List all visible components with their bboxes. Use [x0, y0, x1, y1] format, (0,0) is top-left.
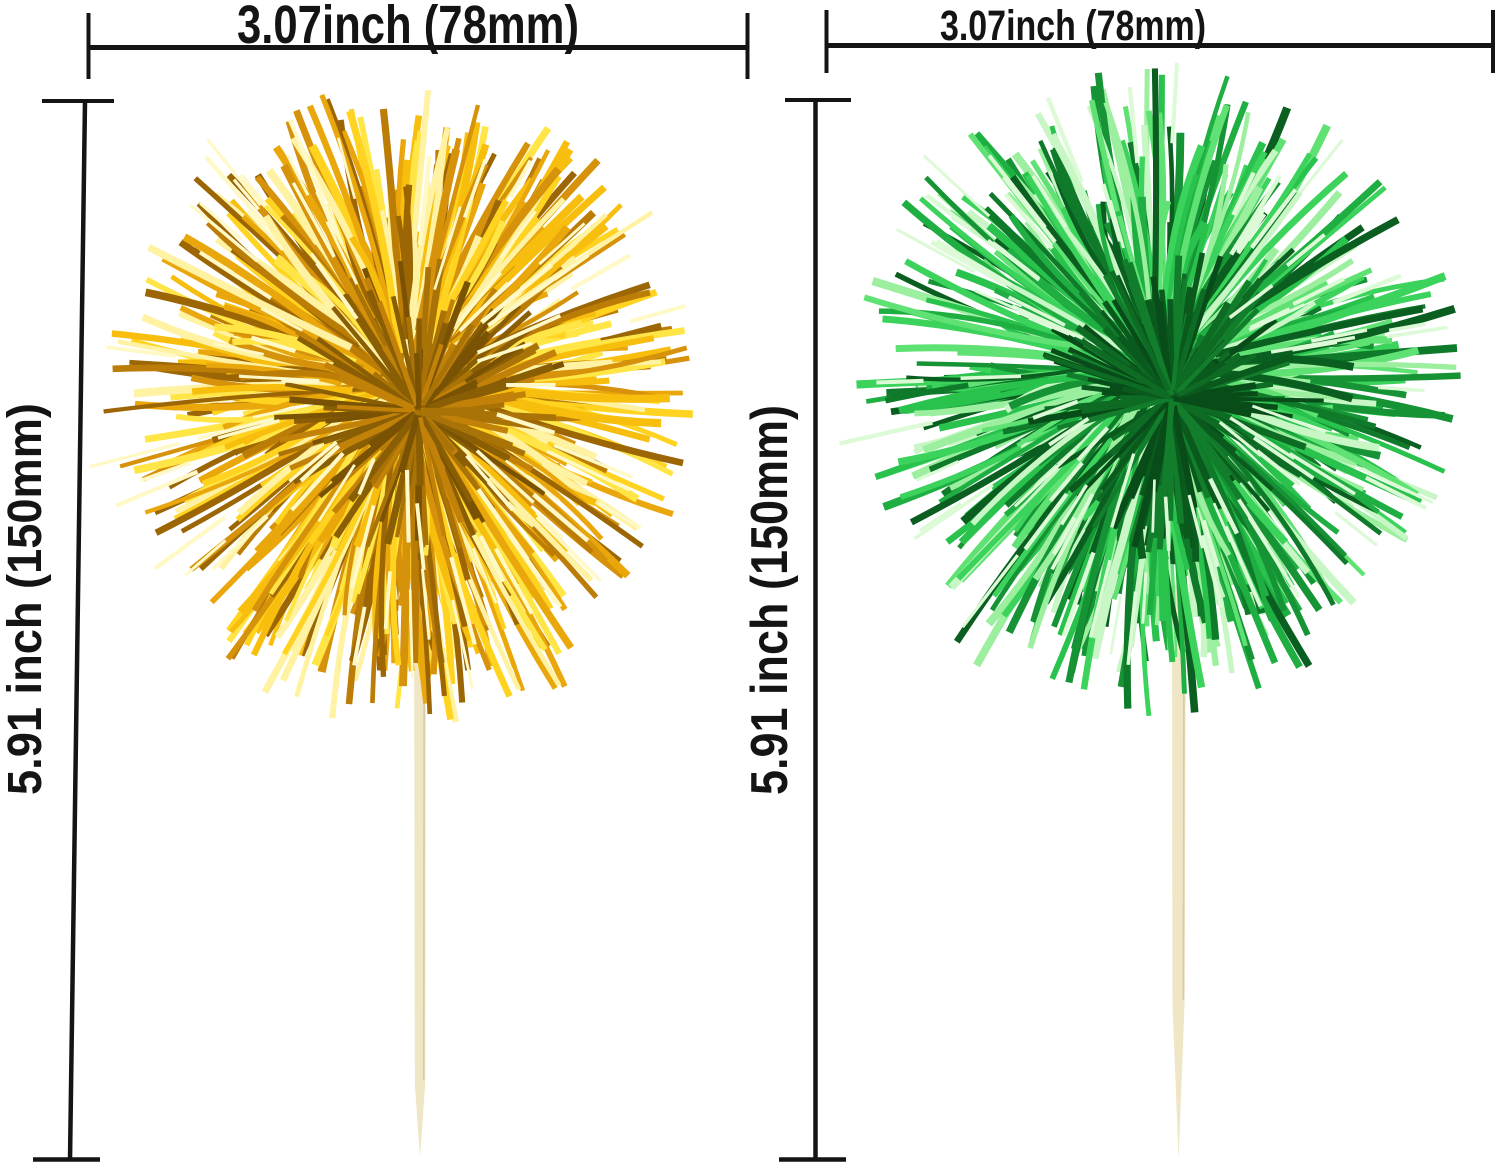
green-height-label: 5.91 inch (150mm) — [741, 405, 799, 795]
gold-height-line — [67, 100, 88, 1161]
green-height-dimension: 5.91 inch (150mm) — [741, 98, 851, 1162]
green-width-label: 3.07inch (78mm) — [940, 2, 1206, 50]
gold-height-label: 5.91 inch (150mm) — [0, 403, 52, 795]
gold-pick-figure — [89, 89, 693, 1157]
gold-pompom — [89, 89, 693, 723]
green-pick-stick — [1172, 585, 1186, 1159]
gold-height-dimension: 5.91 inch (150mm) — [0, 99, 114, 1162]
gold-width-dimension: 3.07inch (78mm) — [86, 0, 750, 79]
gold-width-label: 3.07inch (78mm) — [237, 0, 579, 55]
green-pick-figure — [838, 62, 1461, 1159]
green-width-dimension: 3.07inch (78mm) — [824, 2, 1495, 73]
green-pompom — [838, 62, 1461, 717]
